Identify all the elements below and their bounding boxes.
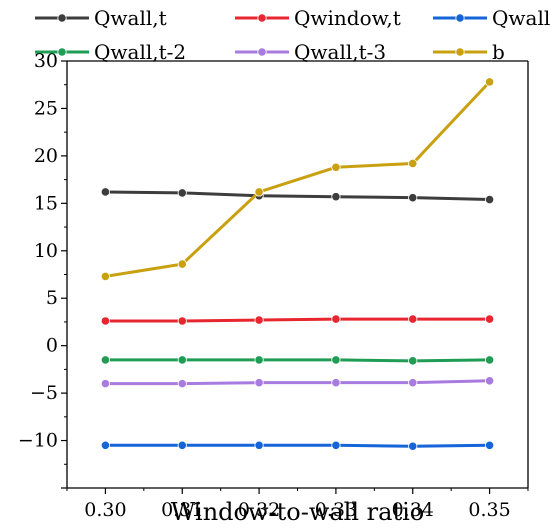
legend-label: Qwall,t-3 [294, 40, 386, 64]
series-line [105, 358, 490, 363]
data-point [331, 162, 341, 172]
data-point [331, 192, 341, 202]
series-line [105, 379, 490, 386]
legend-item: Qwindow,t [235, 6, 401, 30]
data-point [100, 187, 111, 197]
data-point [100, 440, 111, 450]
legend-item: b [433, 40, 505, 64]
series-b [100, 77, 495, 281]
data-point [177, 259, 187, 269]
legend-item: Qwall,t-2 [35, 40, 186, 64]
series-Qwall,t [100, 187, 495, 205]
data-point [177, 440, 187, 450]
legend-swatch-marker [455, 47, 465, 57]
legend-item: Qwall,t [35, 6, 167, 30]
x-tick-label: 0.35 [468, 499, 510, 521]
x-tick-label: 0.31 [161, 499, 203, 521]
series-line [105, 80, 491, 278]
series-Qwall,t-2 [100, 355, 495, 366]
data-point [484, 194, 495, 205]
data-point [331, 440, 341, 450]
data-point [254, 187, 264, 197]
data-point [408, 378, 418, 388]
y-tick-label: 15 [34, 192, 58, 214]
y-tick-label: 30 [34, 50, 58, 72]
data-point [254, 315, 264, 325]
plot-area [100, 77, 495, 451]
data-point [100, 355, 111, 365]
legend-swatch-marker [257, 47, 267, 57]
x-tick-label: 0.33 [315, 499, 357, 521]
data-point [408, 441, 418, 451]
y-tick-label: 10 [34, 240, 58, 262]
y-tick-label: 20 [34, 145, 58, 167]
legend-label: Qwall,t-1 [492, 6, 550, 30]
y-tick-label: 25 [34, 97, 58, 119]
legend-label: Qwall,t [94, 6, 167, 30]
series-line [105, 190, 490, 202]
legend-label: Qwall,t-2 [94, 40, 186, 64]
data-point [331, 378, 341, 388]
series-line [105, 317, 490, 323]
y-tick-label: −10 [18, 430, 58, 452]
legend-label: Qwindow,t [294, 6, 401, 30]
axes: −10 −5 0 5 10 15 20 25 30 0.30 0.31 0.32 0.33 0.34 0.3… [18, 50, 529, 521]
x-axis-title: Window-to-wall ratio [171, 498, 424, 526]
data-point [177, 355, 187, 365]
data-point [484, 314, 495, 324]
legend-item: Qwall,t-3 [235, 40, 386, 64]
data-point [254, 378, 264, 388]
legend-swatch-marker [455, 13, 465, 23]
series-line [105, 443, 490, 448]
x-tick-label: 0.34 [392, 499, 434, 521]
y-tick-label: 0 [46, 335, 58, 357]
data-point [484, 440, 495, 450]
data-point [484, 77, 495, 87]
data-point [177, 316, 187, 326]
data-point [484, 355, 495, 365]
data-point [177, 188, 187, 198]
data-point [408, 314, 418, 324]
data-point [100, 316, 111, 326]
data-point [177, 379, 187, 389]
legend-swatch-marker [57, 13, 67, 23]
series-Qwindow,t [100, 314, 495, 326]
legend-item: Qwall,t-1 [433, 6, 550, 30]
x-tick-label: 0.32 [238, 499, 280, 521]
data-point [254, 355, 264, 365]
y-tick-label: −5 [30, 382, 58, 404]
data-point [408, 193, 418, 203]
series-Qwall,t-1 [100, 440, 495, 451]
y-tick-label: 5 [46, 287, 58, 309]
x-tick-label: 0.30 [84, 499, 126, 521]
data-point [100, 379, 111, 389]
data-point [408, 158, 418, 169]
data-point [254, 440, 264, 450]
data-point [100, 271, 111, 281]
data-point [331, 314, 341, 324]
data-point [484, 376, 495, 386]
legend: Qwall,t Qwindow,t Qwall,t-1 Qwall,t-2 Qwall,… [35, 6, 550, 64]
legend-label: b [492, 40, 505, 64]
series-Qwall,t-3 [100, 376, 495, 389]
data-point [331, 355, 341, 365]
data-point [408, 356, 418, 366]
legend-swatch-marker [57, 47, 67, 57]
legend-swatch-marker [257, 13, 267, 23]
